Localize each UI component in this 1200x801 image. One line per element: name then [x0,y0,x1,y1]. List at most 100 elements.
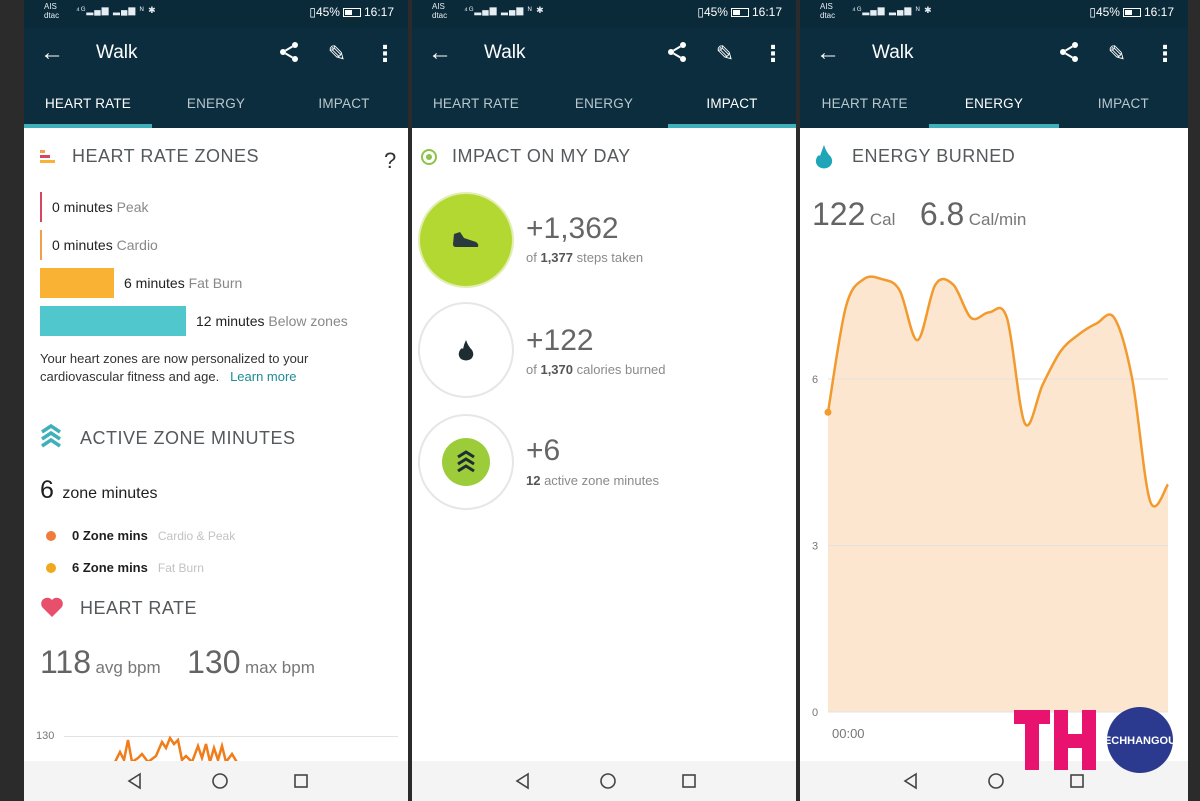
impact-value: +6 [526,434,561,467]
heart-rate-content: HEART RATE ZONES ? 0 minutes Peak 0 minu… [24,128,408,761]
system-nav-bar [412,761,796,801]
carrier-1: AIS [44,2,57,11]
tab-impact[interactable]: IMPACT [668,80,796,128]
energy-stats: 122 Cal 6.8 Cal/min [812,196,1027,232]
back-arrow-icon[interactable]: ← [816,39,840,66]
flame-icon [458,340,474,361]
nav-home-icon[interactable] [209,770,231,792]
nav-recents-icon[interactable] [290,770,312,792]
dot-icon [46,562,56,573]
nav-recents-icon[interactable] [1066,770,1088,792]
nav-home-icon[interactable] [597,770,619,792]
back-arrow-icon[interactable]: ← [40,39,64,66]
impact-sub: of 1,370 calories burned [526,362,666,377]
steps-circle [418,192,514,288]
app-bar: ← Walk ✎ ⋮ [412,28,796,80]
status-bar: AIS dtac ⁴ᴳ▂▄▆ ▂▄▆ ᴺ ✱ ▯45% 16:17 [412,0,796,28]
impact-sub: of 1,377 steps taken [526,250,644,265]
nav-back-icon[interactable] [900,770,922,792]
zone-label: Cardio [116,237,158,253]
zone-label: Fat Burn [188,275,243,291]
zones-bars-icon [40,150,55,163]
heart-rate-zones-title: HEART RATE ZONES [72,146,260,166]
back-arrow-icon[interactable]: ← [428,39,452,66]
zone-row-below-zones: 12 minutes Below zones [40,306,348,336]
target-icon [421,149,437,165]
more-options-icon[interactable]: ⋮ [762,41,784,66]
tab-impact[interactable]: IMPACT [1097,96,1149,111]
learn-more-link[interactable]: Learn more [230,369,297,384]
tab-energy[interactable]: ENERGY [186,96,246,111]
phone-heart-rate: AIS dtac ⁴ᴳ▂▄▆ ▂▄▆ ᴺ ✱ ▯45% 16:17 ← Walk … [24,0,408,801]
vibrate-icon: ▯ [697,5,704,19]
start-point [824,408,832,416]
edit-pencil-icon[interactable]: ✎ [1107,41,1127,66]
battery-percent: 45% [1095,5,1120,19]
impact-value: +1,362 [526,212,619,245]
zone-value: 0 minutes [52,199,113,215]
zone-bar [40,268,114,298]
zone-bar [40,306,186,336]
zone-label: Below zones [268,313,348,329]
active-zone-minutes-title: ACTIVE ZONE MINUTES [80,428,296,448]
y-tick-label: 6 [812,374,818,386]
dot-icon [46,530,56,541]
zone-minutes-total: 6 zone minutes [40,476,158,504]
zone-row-fat-burn: 6 minutes Fat Burn [40,268,242,298]
vibrate-icon: ▯ [309,5,316,19]
azm-inner-circle [442,438,490,486]
zone-label: Peak [116,199,149,215]
water-drop-icon [815,145,833,169]
zone-value: 6 minutes [124,275,185,291]
vibrate-icon: ▯ [1089,5,1096,19]
edit-pencil-icon[interactable]: ✎ [715,41,735,66]
tab-energy[interactable]: ENERGY [574,96,634,111]
zone-bar [40,230,42,260]
tab-energy[interactable]: ENERGY [929,80,1059,128]
impact-sub: 12 active zone minutes [526,473,659,488]
energy-chart: 6 3 0 00:00 [812,275,1170,741]
share-icon[interactable] [274,40,304,68]
carrier-2: dtac [820,11,836,20]
impact-title: IMPACT ON MY DAY [452,146,631,166]
tab-heart-rate[interactable]: HEART RATE [821,96,908,111]
y-tick-label: 0 [812,707,818,719]
app-bar: ← Walk ✎ ⋮ [24,28,408,80]
signal-icon: ⁴ᴳ▂▄▆ ▂▄▆ ᴺ ✱ [464,5,545,15]
tab-heart-rate[interactable]: HEART RATE [24,80,152,128]
energy-content: ENERGY BURNED 122 Cal 6.8 Cal/min 6 3 0 00:… [800,128,1188,761]
zone-item-cardio-peak: 0 Zone mins Cardio & Peak [46,528,235,543]
energy-line [826,275,1170,508]
nav-recents-icon[interactable] [678,770,700,792]
hr-chart-line [114,735,238,761]
tab-heart-rate[interactable]: HEART RATE [432,96,520,111]
share-icon[interactable] [1054,40,1084,68]
zone-chevrons-icon [41,424,61,448]
nav-back-icon[interactable] [512,770,534,792]
y-tick-label: 3 [812,541,818,553]
techhangout-logo: TECHHANGOUT [1014,707,1174,773]
phone-energy: AIS dtac ⁴ᴳ▂▄▆ ▂▄▆ ᴺ ✱ ▯45% 16:17 ← Walk … [800,0,1188,801]
energy-area [828,276,1168,712]
system-nav-bar [24,761,408,801]
nav-home-icon[interactable] [985,770,1007,792]
tab-bar: HEART RATE ENERGY IMPACT [800,80,1188,128]
zones-note: Your heart zones are now personalized to… [40,351,309,384]
calories-circle [418,302,514,398]
more-options-icon[interactable]: ⋮ [374,41,396,66]
shoe-icon [453,232,479,247]
phone-impact: AIS dtac ⁴ᴳ▂▄▆ ▂▄▆ ᴺ ✱ ▯45% 16:17 ← Walk … [412,0,796,801]
help-icon[interactable]: ? [384,148,397,173]
carrier-1: AIS [432,2,445,11]
zone-row-cardio: 0 minutes Cardio [40,230,158,260]
more-options-icon[interactable]: ⋮ [1154,41,1176,66]
tab-bar: HEART RATE ENERGY IMPACT [24,80,408,128]
hr-gridline [64,736,398,737]
tab-impact[interactable]: IMPACT [318,96,370,111]
tab-bar: HEART RATE ENERGY IMPACT [412,80,796,128]
edit-pencil-icon[interactable]: ✎ [327,41,347,66]
azm-circle [418,414,514,510]
nav-back-icon[interactable] [124,770,146,792]
share-icon[interactable] [662,40,692,68]
page-title: Walk [872,42,914,63]
